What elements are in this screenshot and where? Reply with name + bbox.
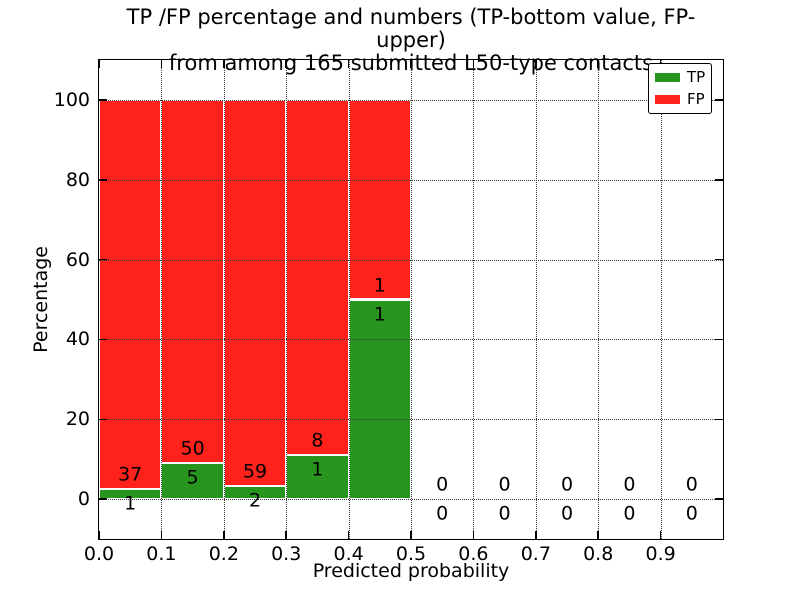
- tp-bar-segment: [161, 462, 224, 500]
- tp-count-label: 0: [498, 502, 511, 525]
- tp-legend-swatch: [655, 73, 680, 82]
- fp-count-label: 59: [242, 460, 268, 483]
- y-tick-label: 100: [53, 88, 90, 111]
- fp-count-label: 1: [373, 274, 386, 296]
- x-axis-tick-top: [285, 60, 287, 68]
- tp-count-label: 1: [373, 303, 386, 325]
- x-axis-tick: [597, 531, 599, 539]
- y-axis-tick-right: [715, 498, 723, 500]
- grid-line-vertical: [286, 60, 288, 539]
- x-tick-label: 0.4: [333, 543, 364, 565]
- tp-count-label: 5: [186, 466, 199, 489]
- legend: TP FP: [648, 63, 712, 114]
- grid-line-vertical: [411, 60, 412, 539]
- tp-count-label: 2: [248, 489, 262, 512]
- y-axis-tick-right: [715, 418, 723, 420]
- y-axis-tick: [99, 418, 107, 420]
- x-axis-label: Predicted probability: [312, 560, 510, 582]
- fp-count-label: 37: [118, 463, 143, 486]
- grid-line-vertical: [535, 60, 537, 539]
- y-axis-tick: [99, 498, 107, 500]
- y-axis-tick: [99, 258, 107, 261]
- tp-count-label: 1: [311, 458, 324, 481]
- fp-bar-segment: [99, 99, 162, 489]
- x-axis-tick: [659, 531, 662, 539]
- tp-bar-segment: [99, 488, 162, 500]
- x-tick-label: 0.9: [645, 543, 676, 565]
- fp-legend-label: FP: [687, 90, 705, 108]
- x-axis-tick: [347, 531, 350, 539]
- x-tick-label: 0.8: [583, 543, 614, 565]
- x-axis-tick-top: [160, 60, 163, 68]
- annotation-layer: 37 1 50 5 59 2 8 1 1 1 0 0 0 0 0 0 0 0 0 0: [99, 60, 723, 539]
- x-axis-tick: [223, 531, 225, 539]
- y-axis-label-wrap: Percentage: [28, 60, 54, 539]
- fp-bar-segment: [286, 99, 349, 455]
- plot-area: 37 1 50 5 59 2 8 1 1 1 0 0 0 0 0 0 0 0 0 0 0.0 0.1 0.2 0.3 0.4 0…: [54, 58, 724, 564]
- x-axis-tick-top: [597, 60, 599, 68]
- x-axis-tick-top: [347, 60, 350, 68]
- grid-line-vertical: [473, 60, 475, 539]
- x-tick-label: 0.6: [458, 543, 489, 565]
- tp-count-label: 0: [623, 502, 636, 525]
- y-axis-tick-right: [715, 258, 723, 261]
- fp-count-label: 0: [436, 473, 449, 496]
- x-axis-tick: [98, 531, 100, 539]
- fp-count-label: 0: [623, 473, 636, 496]
- tp-count-label: 1: [124, 492, 137, 515]
- y-tick-label: 60: [65, 248, 90, 271]
- x-tick-label: 0.7: [520, 543, 551, 565]
- tp-count-label: 0: [560, 502, 574, 525]
- legend-entry-tp: TP: [655, 70, 705, 85]
- fp-legend-swatch: [655, 95, 680, 104]
- grid-line-vertical: [660, 60, 662, 539]
- y-tick-label: 0: [77, 488, 90, 511]
- tick-layer: 0.0 0.1 0.2 0.3 0.4 0.5 0.6 0.7 0.8 0.9 0 20 40 60 80 1…: [54, 60, 723, 564]
- tp-count-label: 0: [436, 502, 449, 525]
- x-axis-tick-top: [98, 60, 100, 68]
- x-tick-label: 0.2: [208, 543, 239, 565]
- fp-count-label: 0: [560, 473, 574, 496]
- x-axis-tick-top: [472, 60, 475, 68]
- x-axis-tick: [285, 531, 287, 539]
- fp-count-label: 8: [311, 429, 324, 452]
- y-axis-tick-right: [715, 179, 723, 181]
- chart-title-line1: TP /FP percentage and numbers (TP-bottom…: [126, 5, 696, 52]
- grid-line-vertical: [161, 60, 163, 539]
- y-axis-tick: [99, 99, 107, 101]
- fp-count-label: 0: [498, 473, 511, 496]
- y-axis-tick-right: [715, 99, 723, 101]
- x-axis-tick: [160, 531, 163, 539]
- x-axis-tick: [535, 531, 537, 539]
- legend-entry-fp: FP: [655, 92, 705, 107]
- y-axis-tick: [99, 338, 107, 341]
- grid-line-vertical: [223, 60, 225, 539]
- tp-bar-segment: [348, 299, 411, 500]
- y-tick-label: 40: [65, 328, 90, 351]
- y-axis-tick-right: [715, 338, 723, 341]
- x-axis-tick-top: [223, 60, 225, 68]
- grid-line-vertical: [348, 60, 350, 539]
- x-axis-tick: [472, 531, 475, 539]
- x-tick-label: 0.1: [146, 543, 177, 565]
- x-tick-label: 0.0: [83, 543, 115, 565]
- tp-bar-segment: [286, 454, 349, 500]
- y-tick-label: 80: [65, 168, 90, 191]
- x-axis-tick-top: [410, 60, 412, 68]
- fp-bar-segment: [161, 99, 224, 463]
- grid-layer: [99, 60, 723, 539]
- x-axis-tick: [410, 531, 412, 539]
- y-axis-tick: [99, 179, 107, 181]
- tp-legend-label: TP: [687, 68, 706, 86]
- fp-count-label: 50: [180, 437, 205, 460]
- x-tick-label: 0.5: [395, 543, 427, 565]
- x-tick-label: 0.3: [271, 543, 302, 565]
- grid-line-vertical: [598, 60, 600, 539]
- tp-count-label: 0: [685, 502, 698, 525]
- x-axis-tick-top: [535, 60, 537, 68]
- fp-count-label: 0: [685, 473, 698, 496]
- y-tick-label: 20: [65, 408, 90, 431]
